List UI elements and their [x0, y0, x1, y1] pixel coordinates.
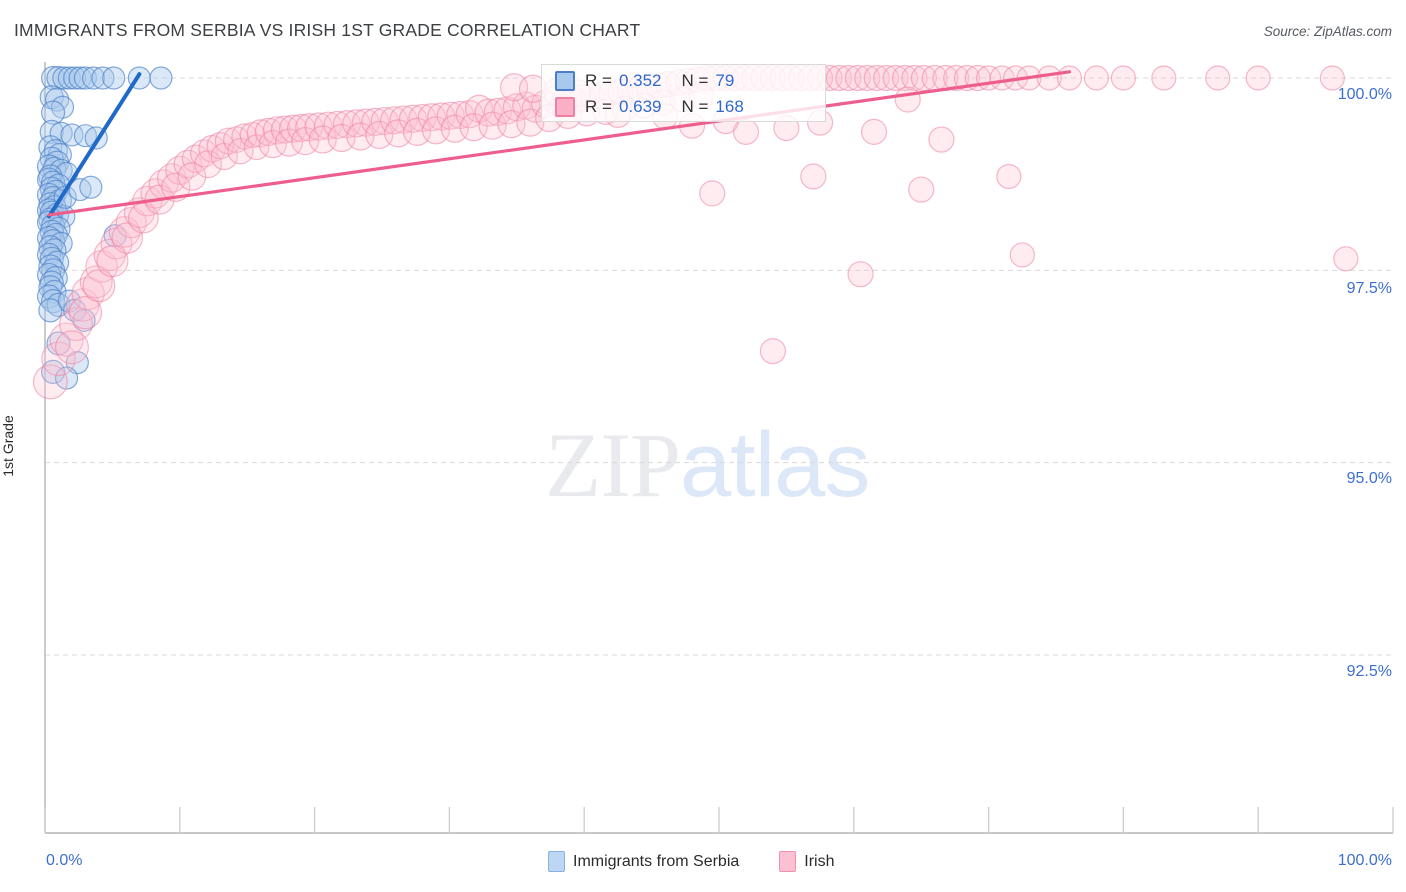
zipatlas-watermark: ZIPatlas — [545, 412, 870, 518]
series-legend-item-serbia[interactable]: Immigrants from Serbia — [548, 851, 739, 872]
data-point — [860, 118, 888, 145]
watermark-zip: ZIP — [545, 414, 681, 516]
n-label-serbia: N = — [681, 71, 709, 90]
data-point — [854, 64, 881, 92]
n-label-irish: N = — [681, 97, 709, 116]
data-point — [82, 269, 116, 303]
y-tick-95-0: 95.0% — [1346, 470, 1392, 487]
data-point — [189, 139, 219, 168]
series-legend-item-irish[interactable]: Irish — [779, 851, 835, 872]
data-point — [161, 172, 191, 202]
watermark-atlas: atlas — [680, 414, 870, 516]
n-value-irish: 168 — [715, 97, 744, 116]
stats-legend: R = 0.352 N = 79 R = 0.639 N = 168 — [541, 64, 826, 122]
data-point — [149, 66, 173, 90]
data-point — [1083, 65, 1110, 91]
n-value-serbia: 79 — [715, 71, 735, 90]
data-point — [79, 175, 103, 199]
data-point — [36, 284, 62, 309]
data-point — [699, 180, 726, 207]
data-point — [1245, 65, 1271, 91]
series-points-irish — [32, 64, 1359, 400]
data-point — [759, 338, 787, 365]
data-point — [901, 64, 928, 92]
data-point — [844, 64, 871, 92]
data-point — [1151, 65, 1177, 91]
series-swatch-serbia — [548, 851, 565, 872]
data-point — [908, 176, 935, 203]
data-point — [1205, 65, 1231, 91]
data-point — [36, 225, 62, 251]
data-point — [894, 86, 921, 113]
series-label-serbia: Immigrants from Serbia — [573, 852, 740, 870]
data-point — [891, 64, 919, 92]
y-tick-97-5: 97.5% — [1346, 280, 1392, 297]
data-point — [847, 261, 874, 288]
source-attribution: Source: ZipAtlas.com — [1263, 24, 1392, 39]
data-point — [1036, 65, 1062, 91]
data-point — [258, 130, 287, 159]
series-legend: Immigrants from Serbia Irish — [548, 851, 835, 872]
legend-swatch-serbia — [555, 71, 575, 91]
data-point — [38, 298, 63, 323]
data-point — [989, 65, 1015, 91]
data-point — [928, 126, 955, 153]
data-point — [835, 64, 862, 92]
series-swatch-irish — [779, 851, 797, 872]
r-value-serbia: 0.352 — [618, 71, 662, 90]
data-point — [81, 66, 106, 90]
data-point — [60, 123, 84, 147]
data-point — [516, 108, 545, 137]
r-value-irish: 0.639 — [618, 97, 662, 116]
data-point — [32, 364, 68, 400]
data-point — [73, 66, 98, 90]
data-point — [206, 131, 234, 160]
data-point — [1009, 242, 1035, 268]
data-point — [1333, 246, 1359, 272]
trendline-serbia — [47, 72, 142, 219]
stats-legend-row-serbia: R = 0.352 N = 79 — [555, 68, 734, 94]
data-point — [40, 229, 66, 254]
r-label-serbia: R = — [585, 71, 612, 90]
data-point — [46, 216, 71, 241]
data-point — [40, 100, 66, 125]
data-point — [68, 66, 92, 90]
series-label-irish: Irish — [804, 852, 835, 870]
trendline-irish — [47, 70, 1072, 217]
data-point — [1110, 65, 1137, 91]
data-point — [274, 128, 304, 157]
data-point — [943, 64, 970, 92]
data-point — [882, 64, 909, 92]
r-label-irish: R = — [585, 97, 612, 116]
data-point — [54, 330, 89, 365]
data-point — [1319, 65, 1345, 91]
data-point — [825, 64, 853, 92]
data-point — [863, 64, 890, 92]
data-point — [177, 162, 207, 191]
x-tick-max: 100.0% — [1337, 852, 1392, 869]
data-point — [102, 66, 126, 90]
data-point — [1056, 65, 1083, 91]
data-point — [910, 64, 938, 92]
data-point — [800, 163, 827, 190]
data-point — [873, 64, 900, 92]
data-point — [278, 114, 308, 143]
y-tick-100: 100.0% — [1337, 86, 1392, 103]
stats-legend-row-irish: R = 0.639 N = 168 — [555, 94, 744, 120]
data-point — [68, 295, 103, 330]
data-point — [732, 118, 760, 145]
legend-swatch-irish — [555, 97, 575, 117]
x-tick-min: 0.0% — [46, 852, 83, 869]
data-point — [96, 245, 129, 278]
y-tick-92-5: 92.5% — [1346, 663, 1392, 680]
data-point — [115, 206, 147, 239]
page-title: IMMIGRANTS FROM SERBIA VS IRISH 1ST GRAD… — [14, 20, 641, 40]
data-point — [59, 307, 93, 342]
data-point — [41, 341, 76, 377]
data-point — [996, 163, 1022, 190]
data-point — [173, 149, 203, 179]
